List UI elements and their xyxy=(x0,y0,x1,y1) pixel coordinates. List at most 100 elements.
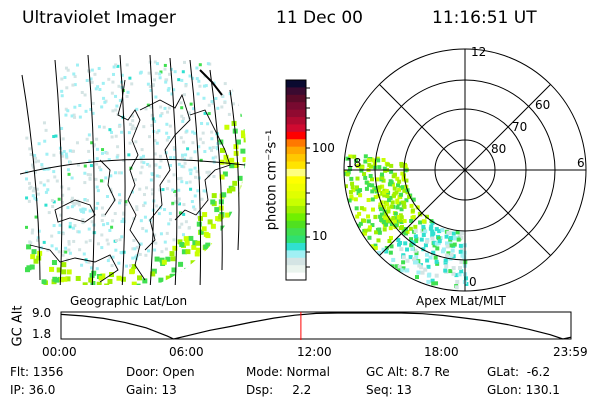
mlt-label-0: 0 xyxy=(469,275,477,289)
image-pixel xyxy=(37,159,41,163)
colorbar-swatch xyxy=(286,131,306,140)
image-pixel xyxy=(357,223,362,228)
image-pixel xyxy=(376,158,381,163)
image-pixel xyxy=(345,156,350,161)
image-pixel xyxy=(128,122,132,126)
image-pixel xyxy=(195,77,199,81)
image-pixel xyxy=(50,244,54,248)
image-pixel xyxy=(163,106,167,110)
image-pixel xyxy=(155,174,159,178)
image-pixel xyxy=(203,150,207,154)
image-pixel xyxy=(250,222,255,227)
image-pixel xyxy=(88,173,92,177)
image-pixel xyxy=(233,254,239,260)
image-pixel xyxy=(191,130,195,134)
image-pixel xyxy=(368,173,373,178)
image-pixel xyxy=(106,259,110,263)
image-pixel xyxy=(165,138,169,142)
apex-polar-map xyxy=(343,48,587,292)
image-pixel xyxy=(437,239,442,244)
image-pixel xyxy=(203,111,207,115)
image-pixel xyxy=(94,206,98,210)
image-pixel xyxy=(240,133,246,139)
image-pixel xyxy=(448,269,453,274)
image-pixel xyxy=(103,100,107,104)
image-pixel xyxy=(366,219,371,224)
image-pixel xyxy=(111,72,115,76)
image-pixel xyxy=(451,271,456,276)
image-pixel xyxy=(174,193,178,197)
image-pixel xyxy=(232,180,238,186)
image-pixel xyxy=(90,68,94,72)
image-pixel xyxy=(251,106,254,109)
image-pixel xyxy=(352,154,357,159)
image-pixel xyxy=(124,200,128,204)
image-pixel xyxy=(426,273,431,278)
image-pixel xyxy=(160,112,164,116)
image-pixel xyxy=(165,122,169,126)
image-pixel xyxy=(88,277,94,283)
image-pixel xyxy=(436,236,441,241)
image-pixel xyxy=(370,197,375,202)
image-pixel xyxy=(105,194,109,198)
meridian-line xyxy=(229,89,240,251)
image-pixel xyxy=(426,279,431,284)
image-pixel xyxy=(444,234,449,239)
image-pixel xyxy=(233,144,239,150)
image-pixel xyxy=(424,239,429,244)
image-pixel xyxy=(184,267,190,273)
image-pixel xyxy=(202,212,208,218)
image-pixel xyxy=(113,171,117,175)
image-pixel xyxy=(165,231,169,235)
image-pixel xyxy=(432,243,437,248)
image-pixel xyxy=(246,106,249,109)
image-pixel xyxy=(26,244,32,250)
image-pixel xyxy=(71,149,75,153)
image-pixel xyxy=(117,171,121,175)
image-pixel xyxy=(405,268,410,273)
image-pixel xyxy=(159,70,163,74)
colorbar-swatch xyxy=(286,176,306,185)
image-pixel xyxy=(34,156,38,160)
image-pixel xyxy=(210,130,214,134)
image-pixel xyxy=(434,227,439,232)
image-pixel xyxy=(417,211,422,216)
image-pixel xyxy=(428,255,433,260)
image-pixel xyxy=(203,256,209,262)
image-pixel xyxy=(91,270,97,276)
image-pixel xyxy=(116,64,120,68)
image-pixel xyxy=(401,266,406,271)
image-pixel xyxy=(193,166,197,170)
image-pixel xyxy=(77,203,81,207)
image-pixel xyxy=(240,113,244,117)
image-pixel xyxy=(243,274,246,280)
image-pixel xyxy=(387,239,392,244)
image-pixel xyxy=(451,231,456,236)
image-pixel xyxy=(235,278,241,284)
image-pixel xyxy=(54,134,58,138)
image-pixel xyxy=(120,73,124,77)
polar-map-label: Apex MLat/MLT xyxy=(416,294,506,308)
image-pixel xyxy=(131,264,137,270)
image-pixel xyxy=(229,259,235,265)
image-pixel xyxy=(389,222,394,227)
image-pixel xyxy=(400,171,405,176)
image-pixel xyxy=(144,186,148,190)
image-pixel xyxy=(78,115,82,119)
image-pixel xyxy=(387,198,392,203)
image-pixel xyxy=(171,201,175,205)
image-pixel xyxy=(382,193,387,198)
image-pixel xyxy=(182,165,186,169)
image-pixel xyxy=(172,238,176,242)
image-pixel xyxy=(114,134,118,138)
image-pixel xyxy=(379,200,384,205)
image-pixel xyxy=(182,157,186,161)
image-pixel xyxy=(222,265,228,271)
image-pixel xyxy=(250,144,255,149)
coastlines xyxy=(29,69,231,283)
image-pixel xyxy=(252,247,257,252)
image-pixel xyxy=(398,218,403,223)
image-pixel xyxy=(143,215,147,219)
image-pixel xyxy=(99,168,103,172)
